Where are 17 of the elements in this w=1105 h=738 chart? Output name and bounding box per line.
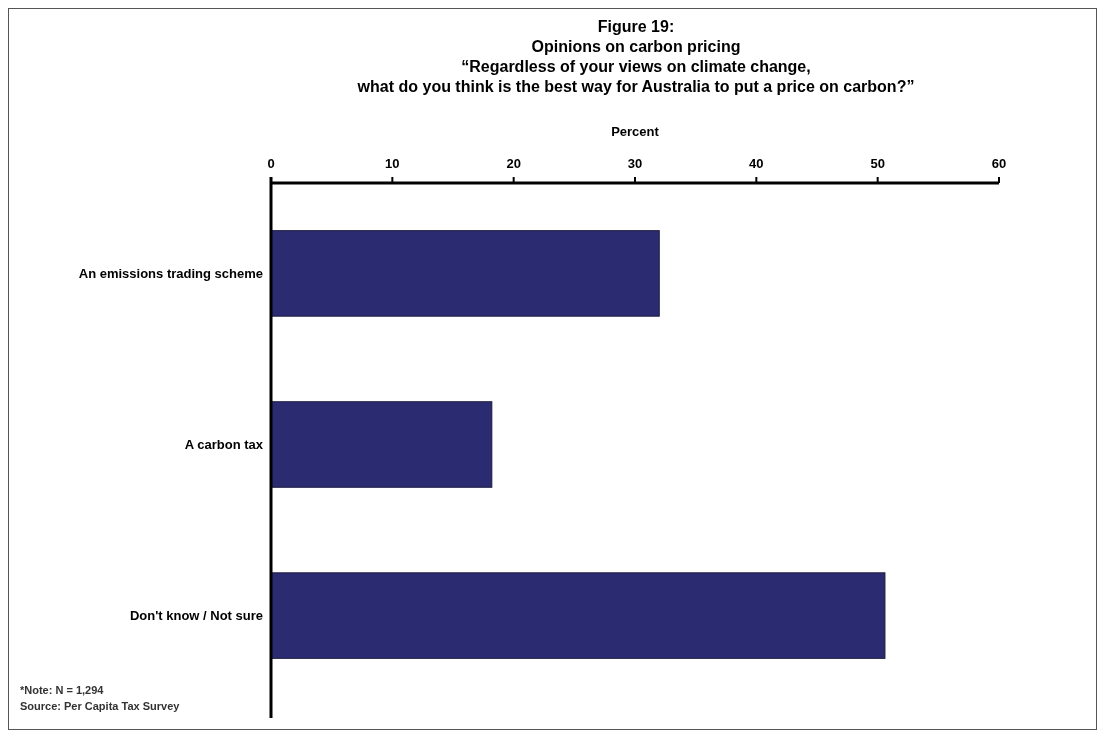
bar: [270, 572, 886, 659]
x-tick-label: 40: [749, 156, 764, 171]
x-axis-title: Percent: [611, 124, 660, 139]
text: *Note: N = 1,294: [20, 684, 105, 696]
y-tick-label: A carbon tax: [184, 437, 264, 453]
x-tick-label: 20: [506, 156, 521, 171]
x-tick-label: 10: [385, 156, 400, 171]
x-tick-label: 60: [991, 156, 1007, 171]
y-tick-label: Don't know / Not sure: [129, 608, 263, 624]
x-tick-label: 30: [627, 156, 643, 171]
bar: [270, 230, 660, 317]
x-tick-label: 50: [870, 156, 885, 171]
chart-title: Figure 19: Opinions on carbon pricing “Regardless of your views on climate change, what do you think is the best way for Australia to put a price on carbon?”: [356, 18, 915, 95]
y-tick-label: An emissions trading scheme: [78, 265, 263, 281]
x-tick-label: 0: [267, 156, 275, 171]
source-note: Source: Per Capita Tax Survey: [20, 700, 181, 712]
bar: [270, 401, 493, 488]
